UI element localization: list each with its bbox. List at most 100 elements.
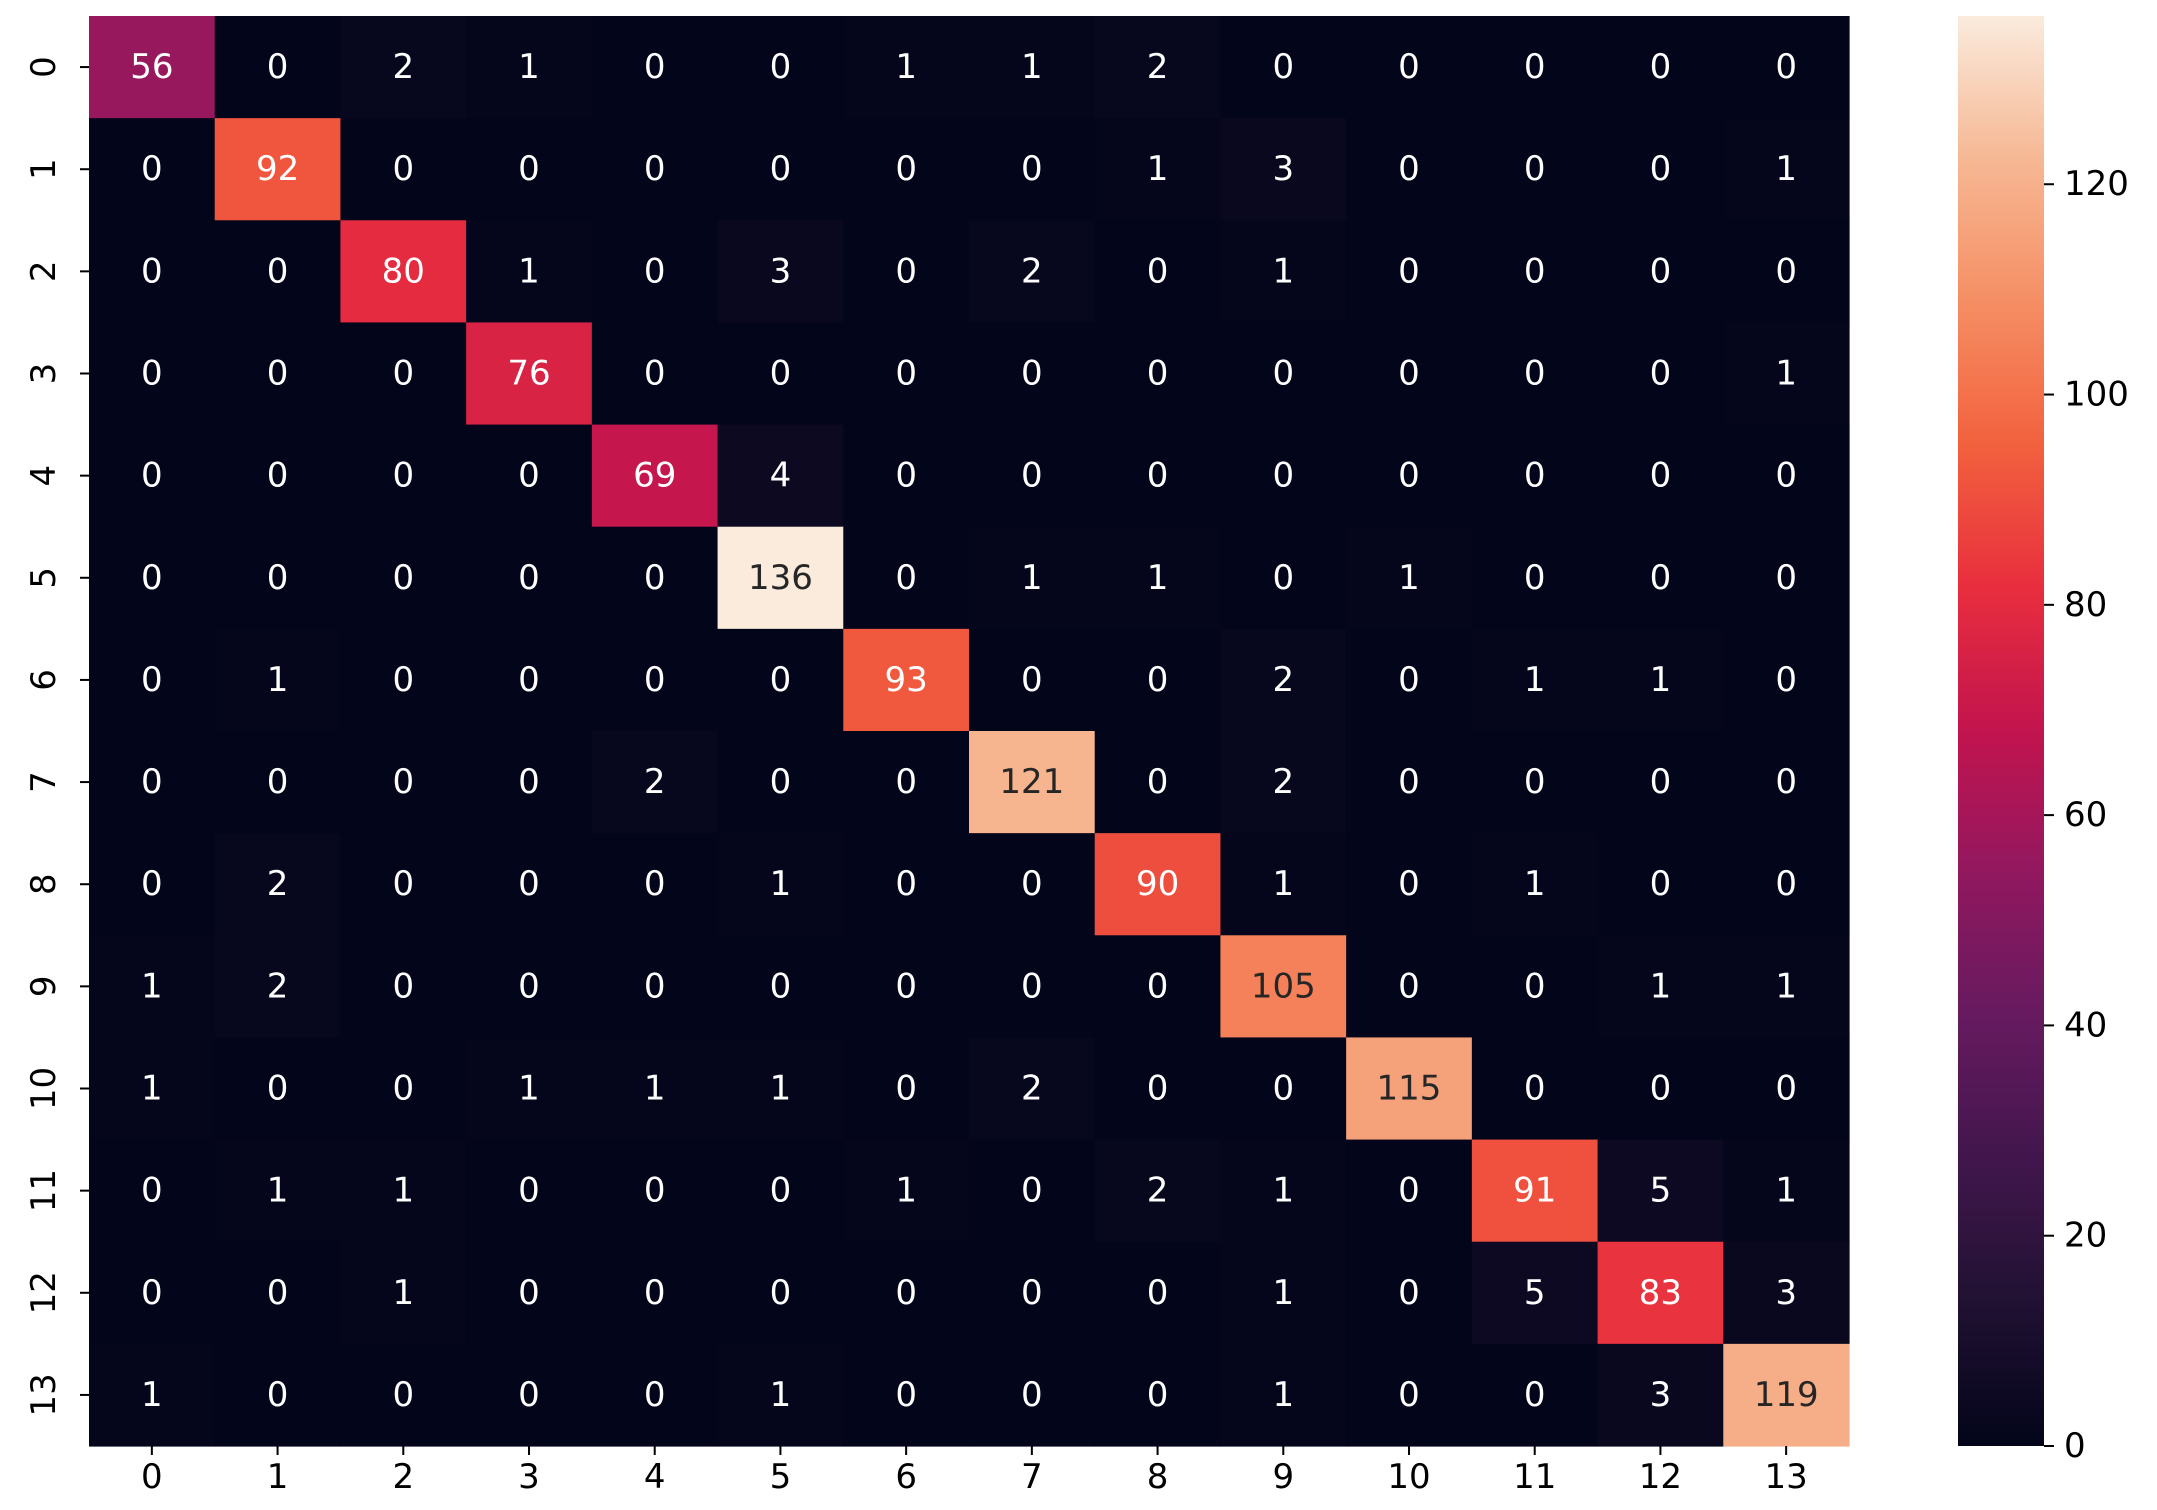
heatmap-cell-r12-c3	[466, 1241, 593, 1345]
cell-value-label: 0	[644, 966, 666, 1006]
colorbar-tick-label: 80	[2064, 585, 2107, 625]
cell-value-label: 0	[1524, 558, 1546, 598]
heatmap-cell-r0-c5	[717, 16, 844, 119]
cell-value-label: 0	[895, 354, 917, 394]
cell-value-label: 0	[770, 1171, 792, 1211]
cell-value-label: 5	[1650, 1171, 1672, 1211]
heatmap-cell-r7-c7	[969, 731, 1096, 834]
heatmap-cell-r10-c5	[717, 1037, 844, 1141]
cell-value-label: 0	[644, 864, 666, 904]
heatmap-cell-r7-c9	[1220, 731, 1347, 834]
cell-value-label: 0	[1147, 1069, 1169, 1109]
heatmap-cell-r6-c11	[1471, 628, 1599, 732]
heatmap-cell-r10-c3	[466, 1037, 593, 1141]
heatmap-cell-r0-c11	[1471, 16, 1599, 119]
cell-value-label: 0	[1272, 1069, 1294, 1109]
heatmap-cell-r13-c8	[1094, 1343, 1222, 1447]
heatmap-cell-r5-c5	[717, 526, 844, 630]
heatmap-cell-r8-c8	[1094, 833, 1222, 936]
heatmap-cell-r9-c7	[969, 935, 1096, 1039]
heatmap-cell-r0-c10	[1346, 16, 1473, 119]
heatmap-cell-r5-c6	[843, 526, 970, 630]
y-tick-label: 8	[24, 873, 64, 895]
x-tick-label: 12	[1639, 1457, 1682, 1497]
cell-value-label: 0	[1650, 149, 1672, 189]
cell-value-label: 1	[1272, 1273, 1294, 1313]
heatmap-cell-r9-c4	[591, 935, 719, 1039]
cell-value-label: 0	[141, 354, 163, 394]
cell-value-label: 0	[1650, 354, 1672, 394]
heatmap-cell-r6-c0	[89, 628, 216, 732]
heatmap-cell-r11-c13	[1723, 1139, 1850, 1243]
cell-value-label: 0	[392, 864, 414, 904]
heatmap-cell-r10-c8	[1094, 1037, 1222, 1141]
heatmap-cell-r1-c9	[1220, 118, 1347, 221]
heatmap-cell-r2-c10	[1346, 220, 1473, 324]
heatmap-cell-r6-c4	[591, 628, 719, 732]
heatmap-cell-r5-c2	[340, 526, 467, 630]
heatmap-cell-r11-c12	[1597, 1139, 1724, 1243]
heatmap-cell-r1-c1	[214, 118, 342, 221]
heatmap-cell-r4-c11	[1471, 424, 1599, 528]
heatmap-cell-r9-c2	[340, 935, 467, 1039]
cell-value-label: 0	[1272, 354, 1294, 394]
cell-value-label: 0	[644, 1273, 666, 1313]
cell-value-label: 0	[141, 149, 163, 189]
heatmap-cell-r7-c11	[1471, 731, 1599, 834]
heatmap-cell-r5-c11	[1471, 526, 1599, 630]
heatmap-cell-r6-c10	[1346, 628, 1473, 732]
cell-value-label: 0	[1021, 1273, 1043, 1313]
heatmap-cell-r8-c13	[1723, 833, 1850, 936]
heatmap-cell-r0-c0	[89, 16, 216, 119]
cell-value-label: 4	[770, 456, 792, 496]
heatmap-cell-r5-c0	[89, 526, 216, 630]
heatmap-cell-r3-c4	[591, 322, 719, 426]
heatmap-cell-r7-c5	[717, 731, 844, 834]
x-tick-label: 3	[518, 1457, 540, 1497]
heatmap-cell-r4-c9	[1220, 424, 1347, 528]
heatmap-cell-r1-c6	[843, 118, 970, 221]
heatmap-cell-r9-c11	[1471, 935, 1599, 1039]
cell-value-label: 1	[141, 966, 163, 1006]
cell-value-label: 2	[1147, 47, 1169, 87]
heatmap-cell-r4-c10	[1346, 424, 1473, 528]
heatmap-cell-r13-c5	[717, 1343, 844, 1447]
cell-value-label: 0	[770, 762, 792, 802]
heatmap-cell-r8-c11	[1471, 833, 1599, 936]
cell-value-label: 0	[644, 1375, 666, 1415]
heatmap-cell-r8-c1	[214, 833, 342, 936]
heatmap-cell-r12-c0	[89, 1241, 216, 1345]
cell-value-label: 1	[1775, 966, 1797, 1006]
heatmap-cell-r3-c1	[214, 322, 342, 426]
colorbar-tick-label: 120	[2064, 164, 2129, 204]
heatmap-cell-r1-c5	[717, 118, 844, 221]
cell-value-label: 2	[1272, 762, 1294, 802]
heatmap-cell-r9-c13	[1723, 935, 1850, 1039]
cell-value-label: 2	[1021, 251, 1043, 291]
heatmap-cell-r6-c5	[717, 628, 844, 732]
cell-value-label: 0	[644, 354, 666, 394]
cell-value-label: 0	[1775, 456, 1797, 496]
cell-value-label: 0	[1147, 354, 1169, 394]
cell-value-label: 3	[770, 251, 792, 291]
heatmap-cell-r13-c4	[591, 1343, 719, 1447]
cell-value-label: 0	[518, 966, 540, 1006]
cell-value-label: 2	[267, 966, 289, 1006]
y-tick-label: 12	[24, 1271, 64, 1314]
cell-value-label: 0	[267, 1069, 289, 1109]
cell-value-label: 0	[1272, 47, 1294, 87]
y-tick-label: 7	[24, 771, 64, 793]
heatmap-cell-r2-c9	[1220, 220, 1347, 324]
cell-value-label: 0	[770, 149, 792, 189]
cell-value-label: 1	[1524, 660, 1546, 700]
cell-value-label: 0	[1524, 762, 1546, 802]
cell-value-label: 0	[1021, 354, 1043, 394]
heatmap-cell-r10-c4	[591, 1037, 719, 1141]
heatmap-cell-r11-c6	[843, 1139, 970, 1243]
cell-value-label: 0	[518, 1273, 540, 1313]
cell-value-label: 0	[1398, 1375, 1420, 1415]
heatmap-cell-r9-c12	[1597, 935, 1724, 1039]
cell-value-label: 0	[895, 251, 917, 291]
cell-value-label: 83	[1639, 1273, 1682, 1313]
cell-value-label: 1	[1272, 864, 1294, 904]
